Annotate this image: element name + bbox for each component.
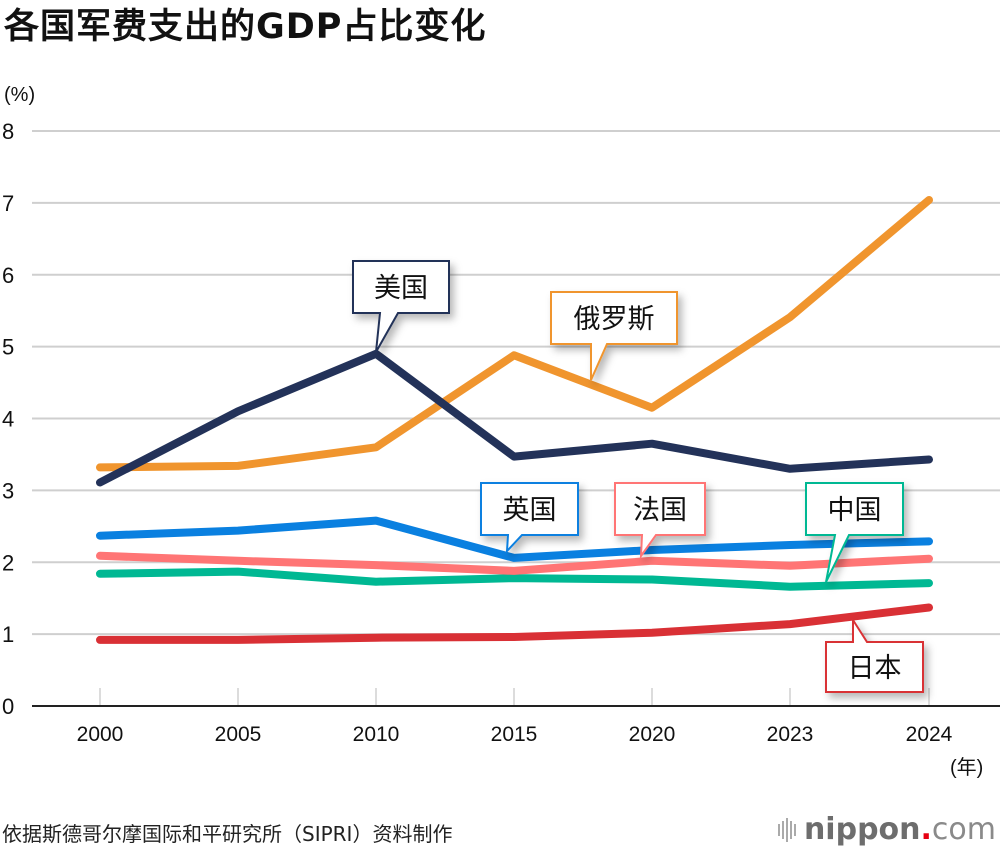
y-tick-label: 7 xyxy=(2,191,14,216)
y-axis-ticks: 0 1 2 3 4 5 6 7 8 xyxy=(2,119,14,719)
series-line-0 xyxy=(96,349,933,487)
chart-title: 各国军费支出的GDP占比变化 xyxy=(4,7,487,47)
callout-label: 英国 xyxy=(503,495,557,526)
logo-tld: com xyxy=(931,812,996,847)
x-tick-label: 2023 xyxy=(767,723,814,746)
series-line-1 xyxy=(96,196,933,472)
callout-4 xyxy=(805,482,904,583)
y-tick-label: 8 xyxy=(2,119,14,144)
y-tick-label: 6 xyxy=(2,263,14,288)
y-tick-label: 4 xyxy=(2,407,14,432)
callout-box xyxy=(805,482,904,583)
y-tick-label: 5 xyxy=(2,335,14,360)
callout-box xyxy=(550,291,678,381)
x-tick-label: 2015 xyxy=(491,723,538,746)
nippon-logo[interactable]: nippon. com xyxy=(777,812,996,847)
series-lines xyxy=(96,196,933,644)
callout-5 xyxy=(825,616,924,693)
callout-label: 日本 xyxy=(848,653,902,684)
x-tick-label: 2000 xyxy=(77,723,124,746)
x-axis-unit-label: (年) xyxy=(950,756,983,779)
series-line-5 xyxy=(96,603,933,644)
sound-bars-icon xyxy=(777,817,796,842)
x-tick-label: 2010 xyxy=(353,723,400,746)
callout-3 xyxy=(614,482,706,560)
x-tick-label: 2024 xyxy=(906,723,953,746)
y-tick-label: 2 xyxy=(2,550,14,575)
y-tick-label: 1 xyxy=(2,622,14,647)
y-tick-label: 0 xyxy=(2,694,14,719)
callout-box xyxy=(614,482,706,560)
y-axis-unit-label: (%) xyxy=(4,84,35,106)
callout-label: 法国 xyxy=(633,495,687,526)
source-note: 依据斯德哥尔摩国际和平研究所（SIPRI）资料制作 xyxy=(2,822,453,846)
series-line-4 xyxy=(96,567,933,591)
logo-name: nippon xyxy=(803,812,921,847)
callout-label: 俄罗斯 xyxy=(574,304,655,335)
callout-box xyxy=(825,616,924,693)
callout-label: 中国 xyxy=(828,495,882,526)
x-tick-label: 2005 xyxy=(215,723,262,746)
callout-label: 美国 xyxy=(374,273,428,304)
logo-dot: . xyxy=(920,812,932,847)
callout-box xyxy=(480,482,579,554)
series-line-2 xyxy=(96,516,933,562)
x-axis-ticks: 2000 2005 2010 2015 2020 2023 2024 xyxy=(32,688,1000,746)
x-tick-label: 2020 xyxy=(629,723,676,746)
callout-0 xyxy=(352,260,450,353)
callout-2 xyxy=(480,482,579,554)
series-line-3 xyxy=(96,551,933,575)
callout-1 xyxy=(550,291,678,381)
callout-box xyxy=(352,260,450,353)
y-tick-label: 3 xyxy=(2,478,14,503)
